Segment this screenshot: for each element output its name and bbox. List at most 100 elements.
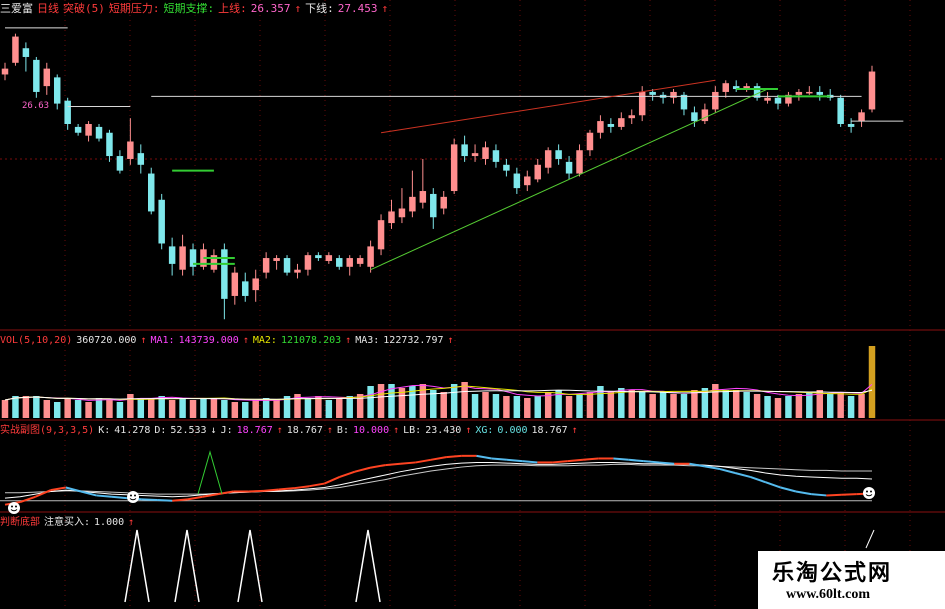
signal-header: 判断底部 注意买入: 1.000 ↑ [0,516,138,530]
k-value: 41.278 [114,425,151,436]
signal-spike [197,450,223,495]
j-line-segment [309,482,325,488]
j-label: J: [220,425,233,436]
candle-body [367,246,374,267]
candle-body [127,141,134,159]
j-line-segment [400,461,416,465]
candle-body [492,150,500,162]
smiley-mouth [865,494,873,497]
volume-bar [179,398,186,418]
candle-body [712,91,719,110]
candle-body [409,196,416,212]
j-line-segment [65,486,82,493]
volume-bar [346,396,353,418]
candle-body [137,153,145,165]
candle-body [868,71,876,110]
j-line-segment [491,457,508,461]
candle-body [294,269,301,273]
volume-bar [388,384,395,418]
volume-bar [513,396,521,418]
lower-label: 下线: [305,2,334,15]
j-line-segment [293,485,310,490]
xg-label: XG: [475,425,494,436]
candle-body [356,258,364,264]
candle-body [461,144,468,157]
candle-body [315,255,322,259]
volume-bar [409,386,416,418]
volume-bar [534,396,541,418]
j-line-segment [50,486,67,492]
j-line-segment [19,495,36,503]
volume-header: VOL(5,10,20) 360720.000 ↑ MA1: 143739.000 ↑ MA… [0,334,458,348]
j-line-segment [35,489,52,498]
j-value: 18.767 [236,425,273,436]
volume-bar [419,384,427,418]
volume-bar [565,396,573,418]
volume-bar [137,398,145,418]
candle-body [701,109,709,122]
candle-body [116,156,124,171]
candle-body [377,220,385,250]
buy-signal-peak [174,529,200,603]
volume-bar [43,400,51,418]
lb-value: 23.430 [425,425,462,436]
kdj-header: 实战副图(9,3,3,5) K: 41.278 D: 52.533 ↓ J: 18.767 ↑ 1… [0,424,582,438]
up-arrow-icon: ↑ [128,517,135,528]
peak-price-label: 26.63 [22,101,50,111]
j-line-segment [324,476,341,485]
up-arrow-icon: ↑ [393,425,400,436]
candle-body [858,112,865,122]
candle-body [450,144,458,192]
j-line-segment [172,498,188,502]
volume-bar [106,400,113,418]
volume-bar [377,384,385,418]
candle-body [242,281,249,296]
candle-body [544,150,552,168]
j-line-segment [202,493,219,498]
volume-bar [210,398,218,418]
candle-body [430,193,437,218]
candle-body [806,91,813,94]
volume-bar [283,396,291,418]
volume-bar [806,392,813,418]
smiley-eye [866,490,868,493]
candle-body [534,164,541,180]
up-arrow-icon: ↑ [242,335,249,346]
smiley-icon [8,502,20,514]
candle-body [336,258,343,267]
support-label: 短期支撑: [163,2,215,15]
upper-value: 26.357 [250,2,291,15]
buy-signal-tick [865,529,875,549]
ma2-value: 121078.203 [280,335,342,346]
volume-bar [659,392,667,418]
volume-value: 360720.000 [76,335,137,346]
candle-body [785,94,792,104]
volume-bar [524,398,531,418]
j-line-segment [157,499,173,502]
d-line [5,463,872,495]
candle-body [837,97,844,124]
volume-bar [628,390,635,418]
volume-bar [701,388,709,418]
candle-body [628,115,635,119]
j-line-segment [811,493,827,497]
volume-bar [64,398,71,418]
down-arrow-icon: ↓ [210,425,217,436]
candle-body [252,278,259,291]
volume-bar [816,390,824,418]
volume-bar [764,396,771,418]
volume-bar [356,394,364,418]
volume-bar [471,394,479,418]
b-value: 10.000 [352,425,390,436]
j-line-segment [80,490,97,497]
candle-body [43,68,51,87]
candle-body [168,246,176,264]
candle-body [565,161,573,174]
candle-body [85,124,92,136]
up-arrow-icon: ↑ [447,335,454,346]
j-line-segment [628,458,644,463]
volume-bar [795,394,803,418]
j-line-segment [263,488,279,492]
volume-bar [607,392,615,418]
